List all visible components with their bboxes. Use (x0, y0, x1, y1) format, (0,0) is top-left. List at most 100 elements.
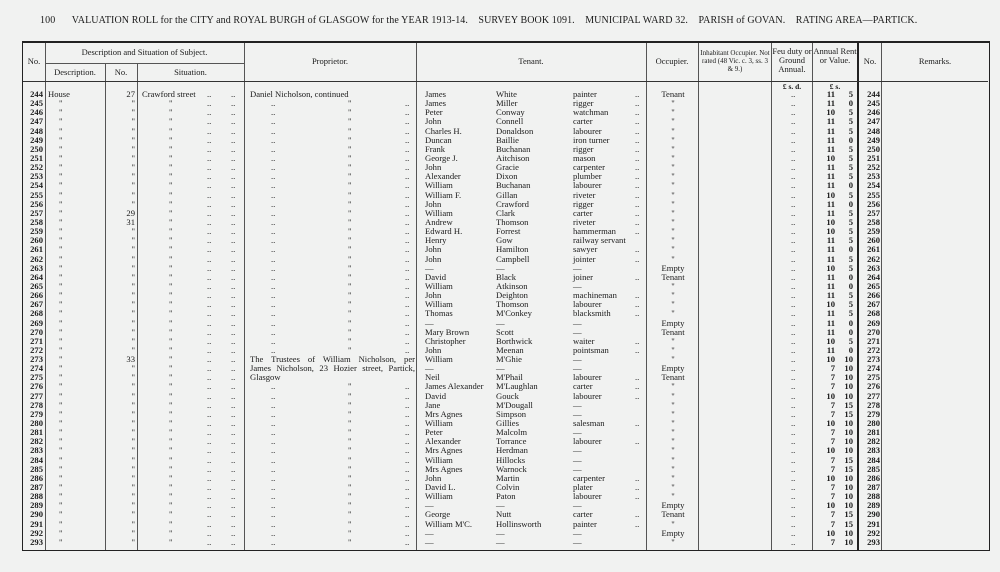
tenant-first-name: James (425, 98, 447, 109)
entry-number-right: 248 (867, 125, 880, 136)
tenant-first-name: — (425, 527, 434, 538)
feu-duty-dots: .. (791, 482, 796, 493)
description-ditto: " (59, 482, 63, 493)
tenant-occupation: labourer (573, 491, 602, 502)
rent-shillings: 15 (844, 399, 853, 410)
proprietor-ditto: " (348, 317, 352, 328)
entry-number-right: 283 (867, 445, 880, 456)
tenant-occupation: carter (573, 509, 593, 520)
occupier: " (671, 253, 675, 264)
rent-shillings: 5 (848, 335, 853, 346)
tenant-occupation: joiner (573, 271, 594, 282)
feu-duty-dots: .. (791, 290, 796, 301)
occupier: " (671, 344, 675, 355)
situation-ditto: " (169, 198, 173, 209)
occupier: " (671, 216, 675, 227)
proprietor-dots: .. (271, 491, 276, 502)
entry-number: 284 (30, 454, 43, 465)
house-number: " (131, 381, 135, 392)
entry-number-right: 267 (867, 299, 880, 310)
feu-duty-dots: .. (791, 253, 796, 264)
situation-dots: .. (207, 207, 212, 218)
rent-pounds: 7 (830, 427, 835, 438)
tenant-surname: Gillan (496, 189, 518, 200)
proprietor-ditto: " (348, 125, 352, 136)
table-row: 265 " ".... ".. ".. William Atkinson — ".. 11 0 265 (23, 280, 991, 291)
occupier: " (671, 381, 675, 392)
occupation-dots: .. (635, 189, 640, 200)
occupier: " (671, 280, 675, 291)
entry-number: 265 (30, 280, 43, 291)
rent-pounds: 11 (826, 198, 835, 209)
proprietor-ditto: " (348, 445, 352, 456)
feu-duty-dots: .. (791, 180, 796, 191)
proprietor-dots: .. (405, 216, 410, 227)
tenant-first-name: Frank (425, 143, 446, 154)
feu-duty-dots: .. (791, 472, 796, 483)
rent-pounds: 11 (826, 89, 835, 99)
house-number: " (131, 134, 135, 145)
proprietor-dots: .. (271, 436, 276, 447)
rent-pounds: 11 (826, 344, 835, 355)
rent-shillings: 5 (848, 226, 853, 237)
proprietor-dots: .. (271, 262, 276, 273)
parish: PARISH of GOVAN. (698, 15, 786, 26)
situation-dots: .. (231, 271, 236, 282)
feu-duty-dots: .. (791, 445, 796, 456)
description-ditto: " (59, 116, 63, 127)
feu-duty-dots: .. (791, 125, 796, 136)
situation-ditto: " (169, 125, 173, 136)
rent-pounds: 11 (826, 134, 835, 145)
situation-dots: .. (207, 335, 212, 346)
occupier: " (671, 436, 675, 447)
entry-number: 276 (30, 381, 43, 392)
entry-number: 251 (30, 152, 43, 163)
proprietor: James Nicholson, 23 Hozier street, Parti… (250, 363, 415, 374)
table-row: 279 " ".... ".. ".. Mrs Agnes Simpson — ".. 7 15 27… (23, 408, 991, 419)
proprietor-dots: .. (405, 518, 410, 529)
description-ditto: " (59, 207, 63, 218)
entry-number-right: 269 (867, 317, 880, 328)
proprietor-dots: .. (405, 454, 410, 465)
occupier: " (671, 116, 675, 127)
occupation-dots: .. (635, 207, 640, 218)
feu-duty-dots: .. (791, 207, 796, 218)
entry-number-right: 293 (867, 536, 880, 547)
house-number: " (131, 335, 135, 346)
rent-shillings: 5 (848, 216, 853, 227)
ward: MUNICIPAL WARD 32. (585, 15, 689, 26)
feu-duty-dots: .. (791, 536, 796, 547)
occupation-dots: .. (635, 381, 640, 392)
tenant-surname: Simpson (496, 408, 527, 419)
description-ditto: " (59, 198, 63, 209)
proprietor-dots: .. (271, 244, 276, 255)
occupier: " (671, 152, 675, 163)
situation-dots: .. (207, 89, 212, 99)
tenant-occupation: labourer (573, 372, 602, 383)
occupier: " (671, 299, 675, 310)
feu-duty-dots: .. (791, 189, 796, 200)
proprietor-ditto: " (348, 162, 352, 173)
table-row: 289 " ".... ".. ".. — — — Empty.. 10 10 289 (23, 501, 991, 510)
occupier: " (671, 207, 675, 218)
proprietor-ditto: " (348, 98, 352, 109)
roll-title: VALUATION ROLL for the CITY and ROYAL BU… (71, 15, 468, 26)
entry-number: 288 (30, 491, 43, 502)
tenant-occupation: iron turner (573, 134, 610, 145)
rent-pounds: 11 (826, 326, 835, 337)
situation-ditto: " (169, 509, 173, 520)
tenant-surname: Miller (496, 98, 518, 109)
situation-dots: .. (207, 363, 212, 374)
feu-duty-dots: .. (791, 408, 796, 419)
tenant-occupation: — (573, 399, 582, 410)
entry-number-right: 245 (867, 98, 880, 109)
tenant-first-name: John (425, 162, 442, 173)
tenant-surname: Gow (496, 235, 513, 246)
rent-pounds: 11 (826, 207, 835, 218)
description-ditto: " (59, 381, 63, 392)
tenant-first-name: David (425, 271, 447, 282)
tenant-surname: Donaldson (496, 125, 534, 136)
situation-ditto: " (169, 399, 173, 410)
house-number: " (131, 326, 135, 337)
proprietor-ditto: " (348, 171, 352, 182)
